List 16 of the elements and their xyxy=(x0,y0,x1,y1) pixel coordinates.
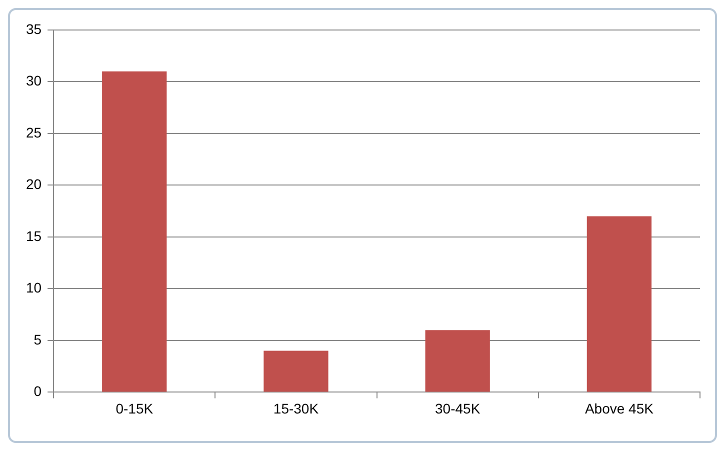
x-tick-label: Above 45K xyxy=(584,400,654,416)
x-tick-label: 30-45K xyxy=(435,400,481,416)
bar xyxy=(425,330,490,392)
y-tick-label: 35 xyxy=(26,20,42,37)
y-tick-label: 25 xyxy=(26,124,42,140)
bar xyxy=(586,216,652,392)
bar xyxy=(102,71,167,392)
x-tick-label: 0-15K xyxy=(116,400,154,416)
y-tick-label: 5 xyxy=(34,331,42,348)
y-tick-label: 30 xyxy=(26,72,42,89)
y-tick-label: 20 xyxy=(26,176,42,192)
x-tick-label: 15-30K xyxy=(273,400,320,416)
bar xyxy=(264,350,328,392)
y-tick-label: 0 xyxy=(34,383,42,400)
y-tick-label: 10 xyxy=(26,280,42,296)
y-tick-label: 15 xyxy=(26,228,42,244)
